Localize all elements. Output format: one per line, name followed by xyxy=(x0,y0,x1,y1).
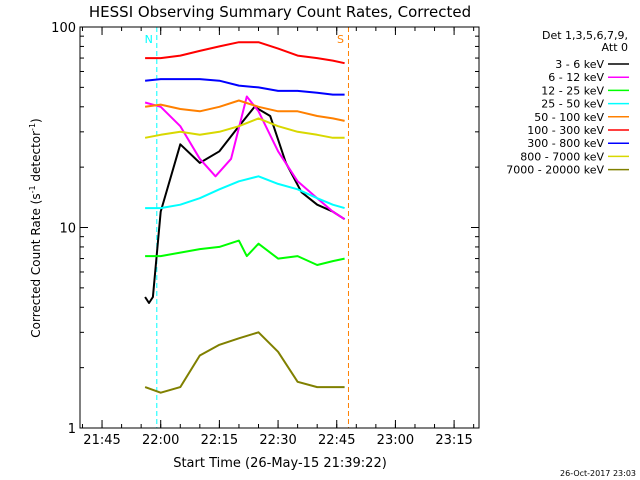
series-line-2 xyxy=(145,239,345,266)
y-axis-label-suffix: ) xyxy=(29,118,43,123)
series-line-8 xyxy=(144,331,345,394)
series-line-5 xyxy=(145,41,345,65)
plot-frame xyxy=(79,26,480,429)
legend-label-8: 7000 - 20000 keV xyxy=(506,164,604,177)
y-tick-label-0: 1 xyxy=(68,422,76,437)
legend-label-0: 3 - 6 keV xyxy=(555,58,604,71)
x-axis-label: Start Time (26-May-15 21:39:22) xyxy=(173,456,387,471)
legend-label-5: 100 - 300 keV xyxy=(527,124,604,137)
series-group xyxy=(144,41,346,394)
x-tick-label-0: 21:45 xyxy=(83,433,120,448)
series-line-6 xyxy=(144,78,345,96)
x-tick-label-1: 22:00 xyxy=(142,433,179,448)
series-line-7 xyxy=(144,117,345,139)
legend-label-1: 6 - 12 keV xyxy=(548,71,604,84)
x-tick-label-3: 22:30 xyxy=(259,433,296,448)
legend-title-line2: Att 0 xyxy=(602,41,628,54)
legend-title-line1: Det 1,3,5,6,7,9, xyxy=(542,29,628,42)
x-axis: 21:45 22:00 22:15 22:30 22:45 23:00 23:15 xyxy=(81,27,475,448)
y-tick-label-1: 10 xyxy=(59,222,76,237)
y-axis-label: Corrected Count Rate (s-1 detector-1) xyxy=(28,118,43,337)
legend-label-6: 300 - 800 keV xyxy=(527,137,604,150)
orbit-marker-label-1: S xyxy=(337,33,344,46)
generation-timestamp: 26-Oct-2017 23:03 xyxy=(560,469,636,478)
y-axis-label-sup1: -1 xyxy=(28,185,37,193)
x-tick-label-4: 22:45 xyxy=(318,433,355,448)
legend-label-4: 50 - 100 keV xyxy=(534,111,604,124)
series-line-3 xyxy=(145,175,345,210)
chart-title: HESSI Observing Summary Count Rates, Cor… xyxy=(89,3,471,21)
y-axis: 1 10 100 xyxy=(51,21,479,437)
x-tick-label-6: 23:15 xyxy=(435,433,472,448)
y-axis-label-prefix: Corrected Count Rate (s xyxy=(29,193,43,337)
orbit-marker-label-0: N xyxy=(145,33,153,46)
legend-label-2: 12 - 25 keV xyxy=(541,84,604,97)
y-axis-label-sup2: -1 xyxy=(28,123,37,131)
legend-label-3: 25 - 50 keV xyxy=(541,98,604,111)
legend-label-7: 800 - 7000 keV xyxy=(520,150,604,163)
x-tick-label-2: 22:15 xyxy=(201,433,238,448)
series-line-4 xyxy=(144,99,345,122)
x-tick-label-5: 23:00 xyxy=(377,433,414,448)
y-tick-label-2: 100 xyxy=(51,21,76,36)
y-axis-label-mid: detector xyxy=(29,131,43,186)
